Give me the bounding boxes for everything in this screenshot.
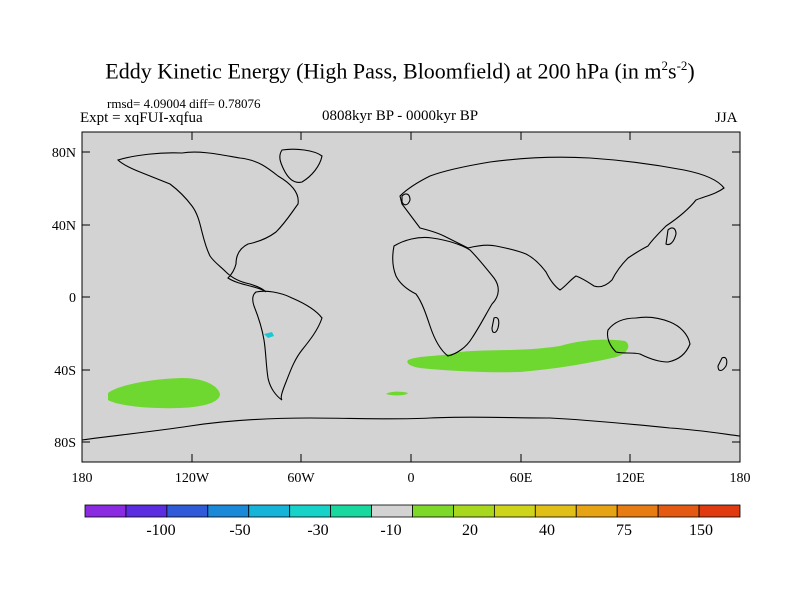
x-tick-label: 120W: [175, 471, 210, 486]
x-axis: [81, 132, 741, 462]
x-tick-label: 180: [72, 471, 93, 486]
x-tick-label: 120E: [615, 471, 645, 486]
colorbar-label: -50: [229, 522, 250, 539]
coastlines: [81, 148, 741, 441]
x-tick-label: 180: [730, 471, 751, 486]
experiment-label: Expt = xqFUI-xqfua: [80, 110, 203, 126]
coastline-south-america: [252, 290, 323, 401]
coastline-japan: [665, 227, 677, 246]
coastline-greenland: [279, 148, 323, 183]
y-tick-label: 80N: [52, 146, 76, 161]
colorbar-swatch: [289, 504, 332, 518]
coastline-africa: [392, 236, 499, 357]
x-tick-label: 60E: [510, 471, 533, 486]
colorbar-swatch: [248, 504, 291, 518]
colorbar-swatch: [453, 504, 495, 518]
x-tick-label: 0: [408, 471, 415, 486]
anomaly-south-indian: [407, 339, 629, 373]
colorbar-label: 150: [689, 522, 713, 539]
colorbar: [84, 504, 741, 518]
y-tick-label: 0: [69, 291, 76, 306]
season-label: JJA: [715, 110, 738, 126]
colorbar-swatch: [330, 504, 372, 518]
map-title: Eddy Kinetic Energy (High Pass, Bloomfie…: [105, 58, 695, 84]
colorbar-swatch: [207, 504, 250, 518]
colorbar-label: -30: [307, 522, 328, 539]
colorbar-swatch: [657, 504, 700, 518]
y-tick-label: 80S: [54, 436, 76, 451]
coastline-uk: [401, 193, 411, 206]
coastline-australia: [606, 316, 691, 363]
colorbar-swatch: [166, 504, 209, 518]
anomaly-east-pacific: [264, 332, 274, 338]
colorbar-label: 40: [539, 522, 555, 539]
y-tick-label: 40S: [54, 364, 76, 379]
coastline-new-zealand: [717, 356, 728, 372]
colorbar-swatch: [698, 504, 741, 518]
ocean-background: [82, 132, 740, 462]
colorbar-swatch: [575, 504, 618, 518]
colorbar-swatch: [371, 504, 413, 518]
colorbar-label: 20: [462, 522, 478, 539]
colorbar-swatch: [84, 504, 127, 518]
anomaly-south-atlantic: [386, 391, 408, 396]
anomaly-south-pacific: [108, 378, 220, 409]
coastline-eurasia: [399, 156, 725, 291]
colorbar-label: -10: [380, 522, 401, 539]
rmsd-diff-text: rmsd= 4.09004 diff= 0.78076: [107, 96, 261, 111]
coastline-madagascar: [491, 316, 500, 334]
coastline-antarctica: [81, 416, 741, 441]
anomaly-regions: [108, 332, 629, 409]
period-label: 0808kyr BP - 0000kyr BP: [322, 108, 479, 124]
colorbar-swatch: [125, 504, 168, 518]
x-tick-label: 60W: [287, 471, 315, 486]
y-axis: [82, 151, 740, 443]
y-tick-label: 40N: [52, 219, 76, 234]
colorbar-swatch: [493, 504, 536, 518]
colorbar-label: 75: [616, 522, 632, 539]
colorbar-swatch: [616, 504, 659, 518]
colorbar-label: -100: [146, 522, 175, 539]
coastline-north-america: [116, 151, 299, 293]
colorbar-swatch: [412, 504, 454, 518]
colorbar-swatch: [534, 504, 577, 518]
